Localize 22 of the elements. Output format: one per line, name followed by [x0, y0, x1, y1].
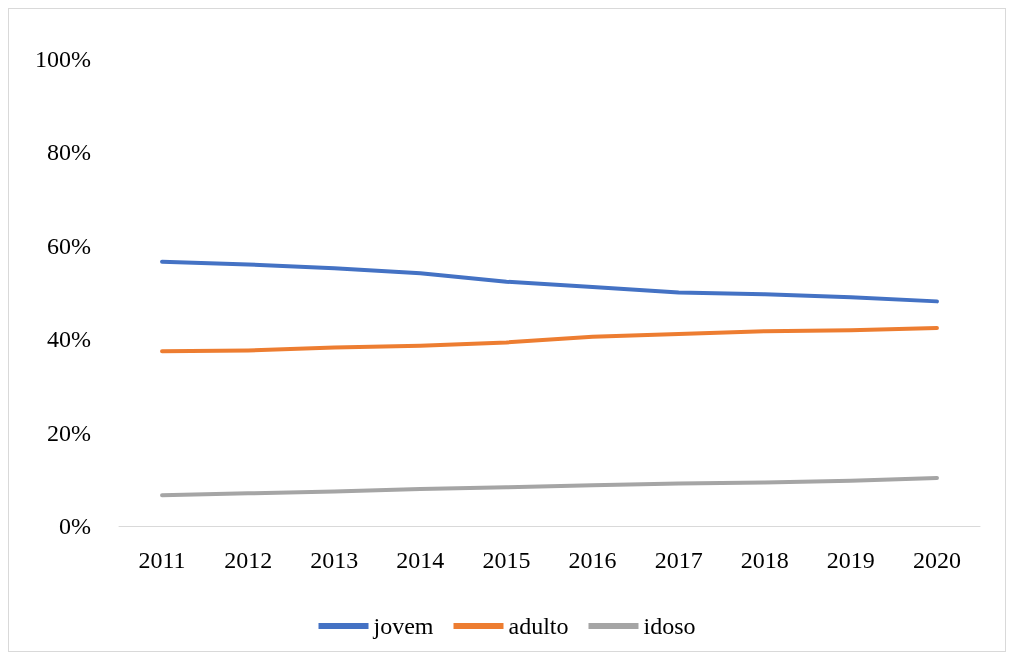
y-tick-label: 0%: [59, 513, 91, 539]
x-tick-label: 2013: [310, 547, 359, 573]
y-tick-label: 60%: [47, 232, 91, 259]
line-series: [160, 259, 939, 304]
line-series: [160, 475, 939, 498]
x-tick-label: 2012: [224, 547, 273, 573]
y-tick-label: 20%: [47, 419, 91, 446]
x-tick-label: 2020: [912, 547, 961, 573]
x-tick-label: 2015: [482, 547, 531, 573]
x-tick-label: 2014: [396, 547, 445, 573]
x-tick-label: 2016: [568, 547, 617, 573]
legend-label: idoso: [643, 613, 696, 639]
x-tick-label: 2018: [740, 547, 789, 573]
y-tick-label: 40%: [47, 326, 91, 353]
legend-label: jovem: [372, 613, 434, 639]
x-tick-label: 2019: [826, 547, 875, 573]
y-tick-label: 100%: [35, 46, 91, 72]
y-tick-label: 80%: [47, 139, 91, 166]
legend-label: adulto: [508, 613, 569, 639]
x-tick-label: 2017: [654, 547, 703, 573]
x-tick-label: 2011: [138, 547, 186, 573]
line-series: [160, 325, 939, 354]
